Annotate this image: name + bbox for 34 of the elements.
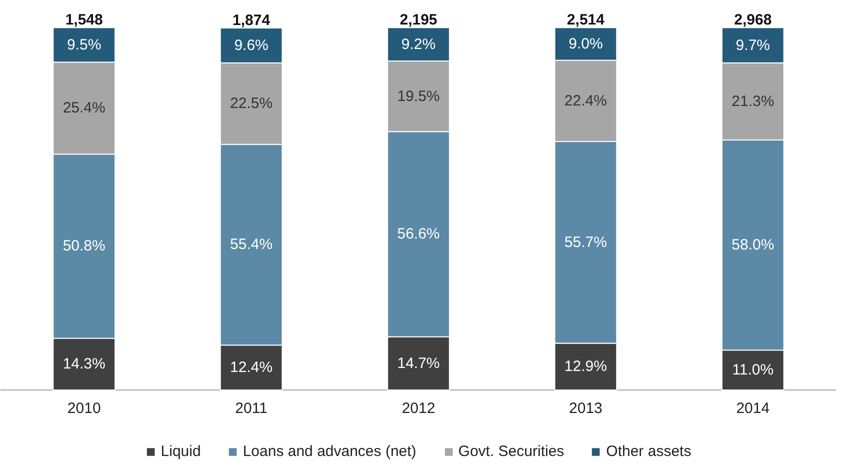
annotation: 1,874 [232, 12, 271, 30]
x-tick-label: 2014 [736, 400, 770, 418]
legend-label: Govt. Securities [458, 443, 564, 460]
data-label: 11.0% [732, 362, 774, 379]
data-label: 14.7% [397, 354, 440, 372]
data-label: 55.7% [564, 234, 607, 251]
data-label: 58.0% [732, 236, 774, 254]
annotation: 1,548 [65, 12, 103, 29]
data-label: 19.5% [397, 88, 440, 105]
annotation: 2,968 [734, 12, 772, 29]
x-tick-label: 2010 [67, 400, 101, 418]
annotation: 2,514 [566, 12, 606, 29]
legend-label: Other assets [606, 443, 692, 460]
legend-label: Liquid [160, 443, 201, 460]
data-label: 9.5% [67, 36, 102, 54]
data-label: 14.3% [62, 356, 106, 373]
data-label: 9.0% [568, 35, 603, 52]
data-label: 22.5% [230, 95, 273, 112]
data-label: 21.3% [732, 92, 774, 110]
data-label: 12.9% [564, 358, 607, 376]
data-label: 50.8% [62, 238, 106, 255]
data-label: 12.4% [230, 359, 273, 376]
x-tick-label: 2012 [402, 400, 436, 418]
data-label: 9.6% [234, 36, 268, 54]
legend-label: Loans and advances (net) [242, 443, 416, 460]
x-tick-label: 2013 [569, 400, 602, 418]
data-label: 25.4% [62, 100, 106, 117]
data-label: 9.7% [736, 36, 770, 54]
x-tick-label: 2011 [235, 400, 268, 418]
data-label: 55.4% [230, 236, 273, 254]
annotation: 2,195 [400, 12, 438, 29]
data-label: 9.2% [401, 36, 436, 53]
data-label: 56.6% [397, 226, 440, 243]
data-label: 22.4% [564, 92, 607, 110]
